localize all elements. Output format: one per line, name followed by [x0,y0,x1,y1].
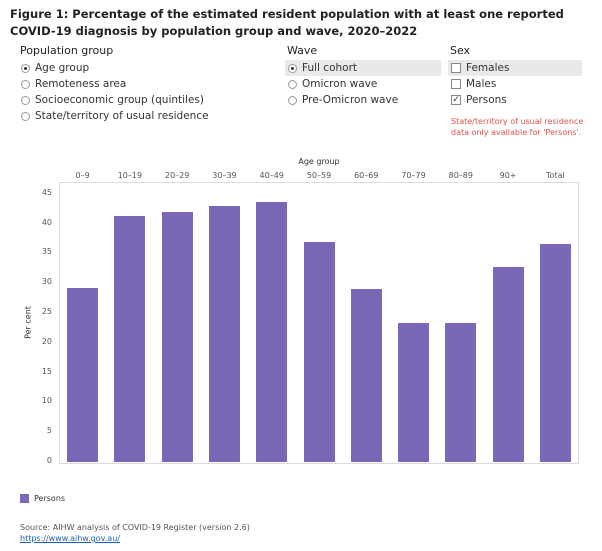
radio-icon [21,79,30,89]
radio-icon [21,111,30,121]
y-tick-label: 10 [41,396,52,406]
radio-remoteness-area[interactable]: Remoteness area [18,76,126,92]
option-label: Males [466,78,497,90]
y-tick-label: 25 [41,307,52,317]
checkbox-females[interactable]: Females [448,60,582,76]
y-tick-label: 5 [46,426,52,436]
radio-age-group[interactable]: Age group [18,60,89,76]
x-tick-label: 0–9 [75,171,90,180]
x-tick-label: 20–29 [164,171,190,180]
bar[interactable] [114,215,146,462]
y-tick-label: 15 [41,366,52,376]
option-label: Persons [466,94,507,106]
option-label: Age group [35,62,90,74]
x-tick-label: 60–69 [354,171,379,180]
radio-icon [21,95,30,105]
radio-selected-icon [288,63,297,73]
option-label: Females [466,62,510,74]
bar[interactable] [67,288,99,462]
x-tick-label: 30–39 [212,171,237,180]
legend-swatch [20,494,29,503]
y-axis-title: Per cent [23,306,33,339]
x-tick-label: 90+ [499,171,517,180]
x-tick-label: 70–79 [401,171,426,180]
bar[interactable] [350,288,382,462]
radio-selected-icon [21,63,30,73]
checkbox-icon [451,63,461,73]
checkbox-persons[interactable]: ✓ Persons [448,92,507,108]
bar[interactable] [161,211,193,462]
radio-socioeconomic-group[interactable]: Socioeconomic group (quintiles) [18,92,204,108]
sex-heading: Sex [450,44,471,57]
y-tick-label: 30 [41,277,52,287]
radio-omicron-wave[interactable]: Omicron wave [285,76,377,92]
x-tick-label: 50–59 [306,171,332,180]
x-axis-title: Age group [298,157,340,166]
option-label: Remoteness area [35,78,127,90]
source-text: Source: AIHW analysis of COVID-19 Regist… [20,523,250,532]
population-group-heading: Population group [20,44,114,57]
bar[interactable] [445,322,477,462]
radio-icon [288,79,297,89]
x-tick-label: 40–49 [259,171,284,180]
checkbox-checked-icon: ✓ [451,95,461,105]
x-tick-label: 80–89 [448,171,473,180]
bar[interactable] [398,322,430,462]
chart-legend: Persons [20,494,65,503]
option-label: Omicron wave [302,78,378,90]
option-label: Pre-Omicron wave [302,94,399,106]
checkbox-males[interactable]: Males [448,76,496,92]
y-tick-label: 40 [41,217,52,227]
source-note: Source: AIHW analysis of COVID-19 Regist… [20,522,250,544]
x-tick-label: 10–19 [117,171,143,180]
wave-heading: Wave [287,44,318,57]
checkbox-icon [451,79,461,89]
plot-area [59,182,579,464]
radio-icon [288,95,297,105]
x-tick-label: Total [546,171,565,180]
sex-note: State/territory of usual residence data … [451,117,584,137]
option-label: Socioeconomic group (quintiles) [35,94,204,106]
bar[interactable] [539,243,571,462]
legend-label: Persons [34,494,66,503]
radio-state-territory[interactable]: State/territory of usual residence [18,108,209,124]
source-link[interactable]: https://www.aihw.gov.au/ [20,534,120,543]
bar[interactable] [492,267,524,462]
figure-title: Figure 1: Percentage of the estimated re… [10,7,564,38]
radio-pre-omicron-wave[interactable]: Pre-Omicron wave [285,92,398,108]
option-label: State/territory of usual residence [35,110,209,122]
y-tick-label: 35 [41,247,52,257]
bar[interactable] [256,201,288,462]
radio-full-cohort[interactable]: Full cohort [285,60,441,76]
bar[interactable] [208,205,240,462]
y-tick-label: 45 [41,187,52,197]
y-tick-label: 20 [41,336,52,346]
bar[interactable] [303,242,335,462]
option-label: Full cohort [302,62,358,74]
y-tick-label: 0 [46,456,52,465]
